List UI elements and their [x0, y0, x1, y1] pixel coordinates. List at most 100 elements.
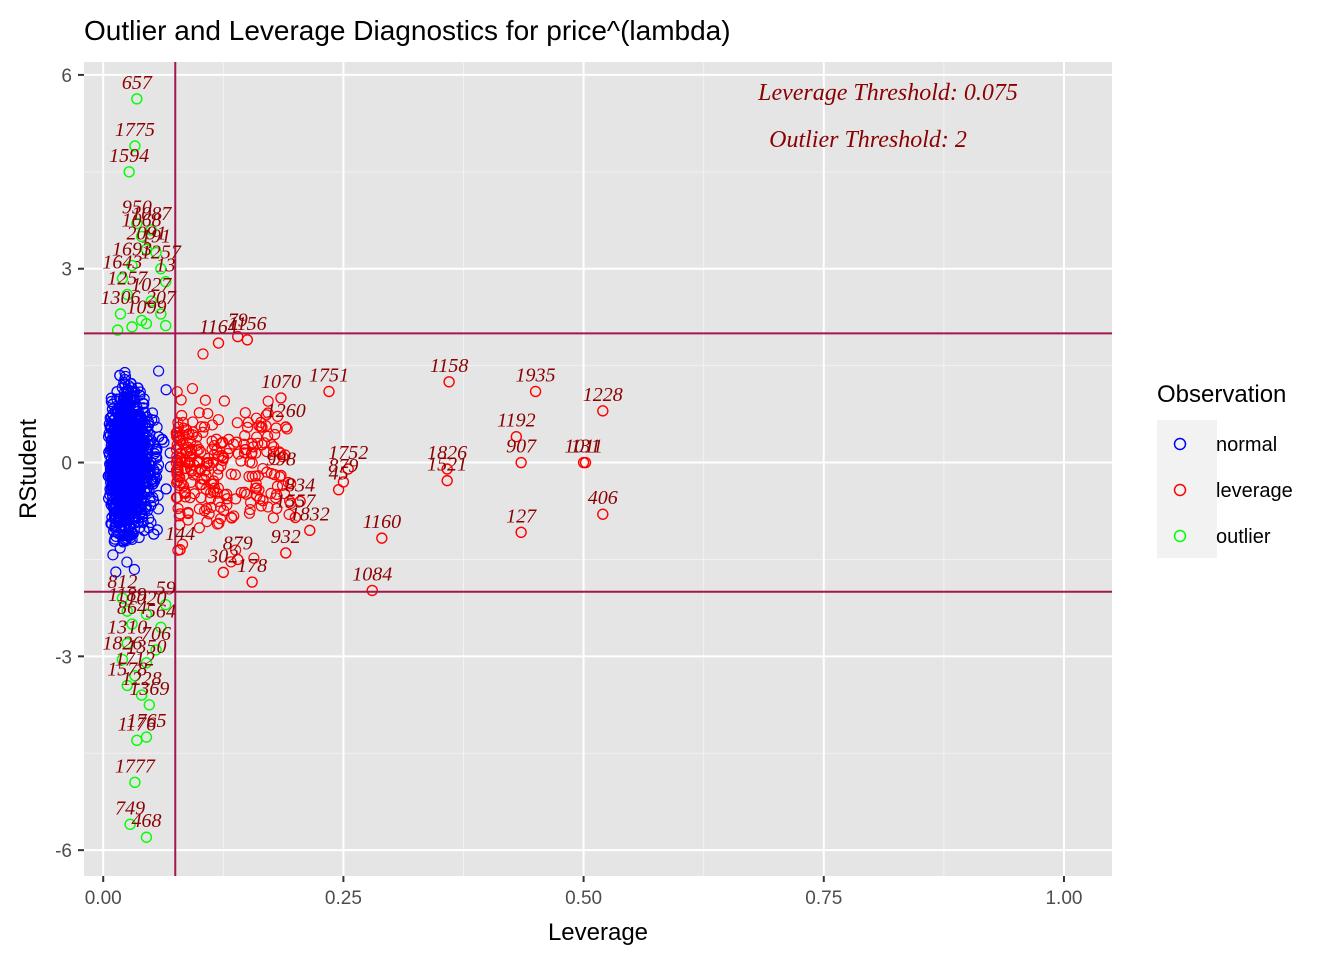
point-label: 1087 [131, 203, 172, 225]
leverage-point [172, 471, 184, 483]
leverage-point [269, 428, 281, 441]
leverage-point [257, 462, 269, 475]
point-label: 1020 [126, 587, 166, 609]
points-layer [102, 93, 609, 843]
point-label: 998 [266, 448, 296, 470]
point-label: 302 [207, 545, 238, 567]
leverage-point [195, 421, 207, 433]
point-label: 932 [271, 526, 301, 548]
point-label: 1156 [228, 313, 267, 335]
point-label: 950 [122, 197, 152, 219]
leverage-point [289, 511, 302, 524]
leverage-point [579, 456, 592, 469]
leverage-point [171, 477, 183, 489]
point-label: 207 [146, 287, 177, 309]
leverage-point [275, 392, 287, 404]
point-label: 1935 [516, 364, 556, 386]
normal-point [105, 392, 117, 404]
point-label: 1594 [109, 145, 149, 167]
point-label: 131 [571, 436, 601, 458]
x-tick-label: 0.00 [85, 888, 122, 909]
leverage-point [193, 522, 205, 534]
leverage-point [212, 495, 224, 507]
leverage-point [193, 443, 205, 455]
normal-point [117, 427, 130, 440]
plot-panel [84, 62, 1112, 876]
leverage-point [176, 456, 188, 468]
point-label: 879 [328, 455, 358, 477]
normal-point [114, 369, 126, 381]
outlier-point [145, 295, 157, 307]
leverage-point [235, 455, 247, 467]
leverage-point [250, 447, 262, 459]
leverage-point [218, 395, 230, 407]
outlier-point [140, 608, 153, 621]
point-label: 1306 [101, 287, 141, 309]
leverage-point [225, 468, 237, 480]
leverage-point [443, 376, 455, 388]
leverage-point [275, 469, 287, 482]
outlier-point [121, 288, 133, 301]
normal-point [122, 391, 134, 403]
normal-point [121, 530, 133, 542]
y-tick-label: 0 [61, 454, 72, 475]
leverage-point [270, 492, 282, 504]
normal-point [121, 400, 133, 412]
point-label: 1189 [108, 584, 147, 606]
point-label: 879 [223, 532, 253, 554]
point-label: 834 [285, 474, 315, 496]
legend-key-outlier [1173, 529, 1187, 543]
point-label: 1228 [122, 668, 162, 690]
normal-point [146, 407, 159, 419]
leverage-point [510, 430, 523, 443]
normal-point [138, 524, 150, 537]
leverage-point [241, 421, 254, 433]
normal-point [111, 386, 123, 398]
outlier-point [131, 93, 143, 105]
outlier-point [150, 644, 162, 656]
normal-point [108, 535, 120, 547]
leverage-point [248, 552, 260, 564]
leverage-point [205, 501, 217, 513]
normal-point [127, 512, 139, 524]
y-tick-label: 3 [61, 260, 72, 281]
normal-point [137, 397, 149, 409]
leverage-point [342, 463, 354, 475]
leverage-point [212, 463, 225, 475]
point-label: 1643 [102, 251, 142, 273]
normal-point [142, 416, 155, 429]
normal-point [105, 395, 117, 408]
point-label: 79 [228, 310, 248, 332]
point-label: 864 [117, 597, 147, 619]
normal-point [129, 489, 142, 501]
normal-point [124, 462, 137, 474]
outlier-point [159, 598, 172, 611]
leverage-point [194, 464, 206, 476]
leverage-point [196, 473, 208, 485]
leverage-point [304, 524, 316, 537]
leverage-point [441, 463, 453, 475]
normal-point [117, 393, 130, 405]
point-label: 1160 [363, 511, 402, 533]
point-label: 907 [506, 436, 537, 458]
normal-point [114, 542, 126, 554]
outlier-point [140, 731, 153, 743]
point-label: 406 [588, 487, 618, 509]
outlier-point [121, 605, 133, 617]
outlier-point [159, 275, 172, 288]
point-label: 468 [131, 810, 161, 832]
leverage-point [187, 416, 199, 428]
leverage-point [261, 466, 273, 478]
leverage-point [211, 487, 223, 499]
leverage-point [214, 513, 227, 525]
point-label: 1775 [115, 119, 155, 141]
point-label: 564 [146, 600, 176, 622]
leverage-point [238, 438, 250, 450]
leverage-point [515, 526, 527, 539]
normal-point [130, 439, 142, 451]
leverage-point [182, 507, 194, 520]
point-label: 1011 [564, 436, 603, 458]
normal-point [148, 528, 160, 540]
point-label: 1521 [427, 454, 467, 476]
